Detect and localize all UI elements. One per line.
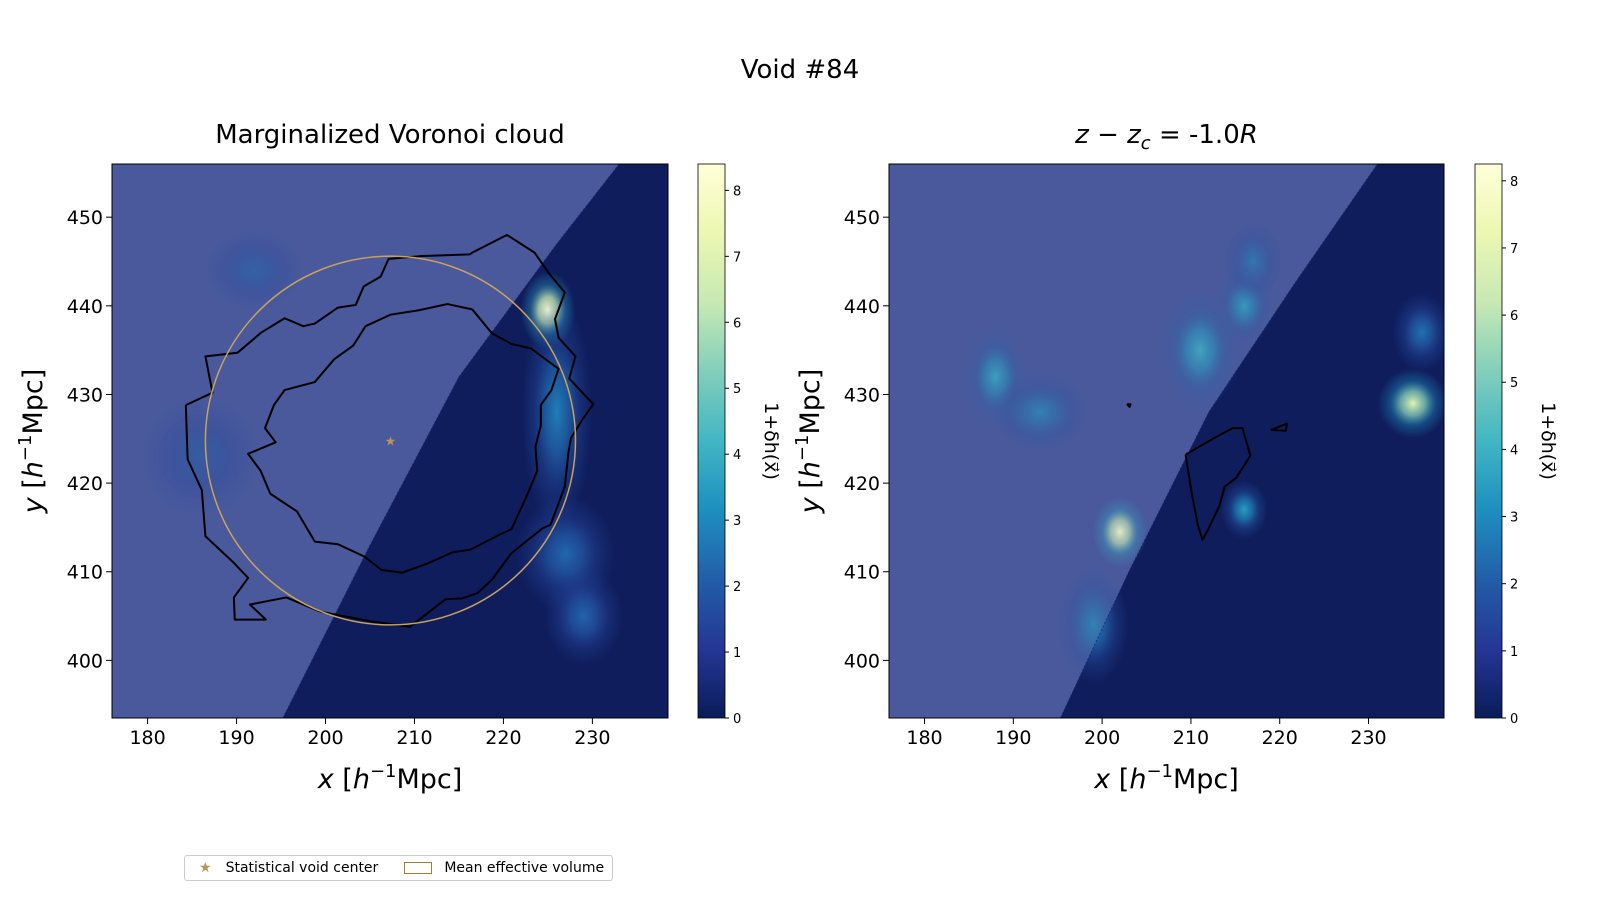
x-tick-label: 210 [1173,727,1209,749]
colorbar-tick-label: 4 [733,448,741,463]
y-tick-label: 430 [67,384,103,406]
density-peak [1220,480,1268,539]
figure-title: Void #84 [740,55,860,85]
left-panel-title: Marginalized Voronoi cloud [215,120,565,150]
density-contour [247,303,560,574]
x-tick-label: 200 [307,727,343,749]
low-density-region [1060,164,1444,718]
masked-region [112,164,620,718]
colorbar [1474,163,1503,719]
x-tick-label: 190 [218,727,254,749]
y-tick-label: 440 [67,296,103,318]
y-tick-label: 400 [67,650,103,672]
x-axis-label: x [h−1Mpc] [1093,761,1239,795]
volume-swatch-icon [404,862,433,874]
density-peak [1223,222,1283,301]
plot-frame [888,163,1445,719]
survey-boundary [282,164,620,718]
colorbar-tick-label: 3 [1510,511,1518,526]
colorbar-tick-label: 6 [1510,309,1518,324]
colorbar-tick-label: 0 [1510,712,1518,727]
density-map-0: ★ [112,164,668,718]
right-title-sub: c [1140,133,1151,155]
legend-center-label: Statistical void center [225,860,379,876]
density-contour [184,233,595,628]
x-tick-label: 210 [396,727,432,749]
x-tick-label: 180 [129,727,165,749]
colorbar-tick-label: 5 [1510,376,1518,391]
colorbar-tick-label: 0 [733,712,741,727]
y-tick-label: 450 [844,207,880,229]
density-peak [1092,496,1148,567]
colorbar-tick-label: 7 [733,250,741,265]
y-axis-label: y [h−1Mpc] [15,369,49,515]
density-peak [1058,566,1129,684]
masked-region [889,164,1378,718]
colorbar-label: 1+δh(x⃗) [1537,402,1559,480]
y-axis-label: y [h−1Mpc] [792,369,826,515]
colorbar-tick-label: 7 [1510,242,1518,257]
colorbar-label: 1+δh(x⃗) [760,402,782,480]
legend-volume-label: Mean effective volume [444,860,605,876]
density-contour [1126,403,1132,408]
void-center-star: ★ [385,435,397,450]
plot-frame [111,163,669,719]
density-peak [991,373,1089,452]
y-tick-label: 410 [67,562,103,584]
y-tick-label: 440 [844,296,880,318]
y-tick-label: 430 [844,384,880,406]
density-peak [205,231,304,310]
colorbar-tick-label: 1 [1510,645,1518,660]
colorbar-tick-label: 8 [1510,175,1518,190]
right-title-lhs: z − z [1075,120,1141,150]
x-tick-label: 190 [995,727,1031,749]
right-title-eq: = -1.0 [1150,120,1240,150]
y-tick-label: 450 [67,207,103,229]
legend-item-center: ★ Statistical void center [193,860,378,876]
mean-effective-volume-circle [204,255,577,626]
y-tick-label: 400 [844,650,880,672]
colorbar-tick-label: 5 [733,382,741,397]
colorbar [697,163,726,719]
density-peak [142,398,260,516]
colorbar-tick-label: 1 [733,646,741,661]
y-tick-label: 420 [67,473,103,495]
y-tick-label: 420 [844,473,880,495]
legend-item-volume: Mean effective volume [404,860,604,876]
colorbar-tick-label: 6 [733,316,741,331]
colorbar-tick-label: 8 [733,184,741,199]
legend: ★ Statistical void center Mean effective… [184,855,614,881]
density-contour [1270,422,1288,432]
density-peak [544,567,623,665]
right-title-r: R [1239,120,1258,150]
right-panel-title: z − zc = -1.0R [889,120,1444,154]
x-axis-label: x [h−1Mpc] [317,761,463,795]
x-tick-label: 220 [485,727,521,749]
density-contour [1184,427,1252,541]
x-tick-label: 200 [1084,727,1120,749]
star-icon: ★ [199,860,212,876]
x-tick-label: 180 [906,727,942,749]
y-tick-label: 410 [844,562,880,584]
colorbar-tick-label: 2 [1510,578,1518,593]
x-tick-label: 220 [1262,727,1298,749]
x-tick-label: 230 [1350,727,1386,749]
x-tick-label: 230 [574,727,610,749]
colorbar-tick-label: 4 [1510,443,1518,458]
density-map-1 [889,164,1444,718]
density-peak [1392,293,1444,372]
density-peak [1377,368,1444,439]
colorbar-tick-label: 3 [733,514,741,529]
colorbar-tick-label: 2 [733,580,741,595]
